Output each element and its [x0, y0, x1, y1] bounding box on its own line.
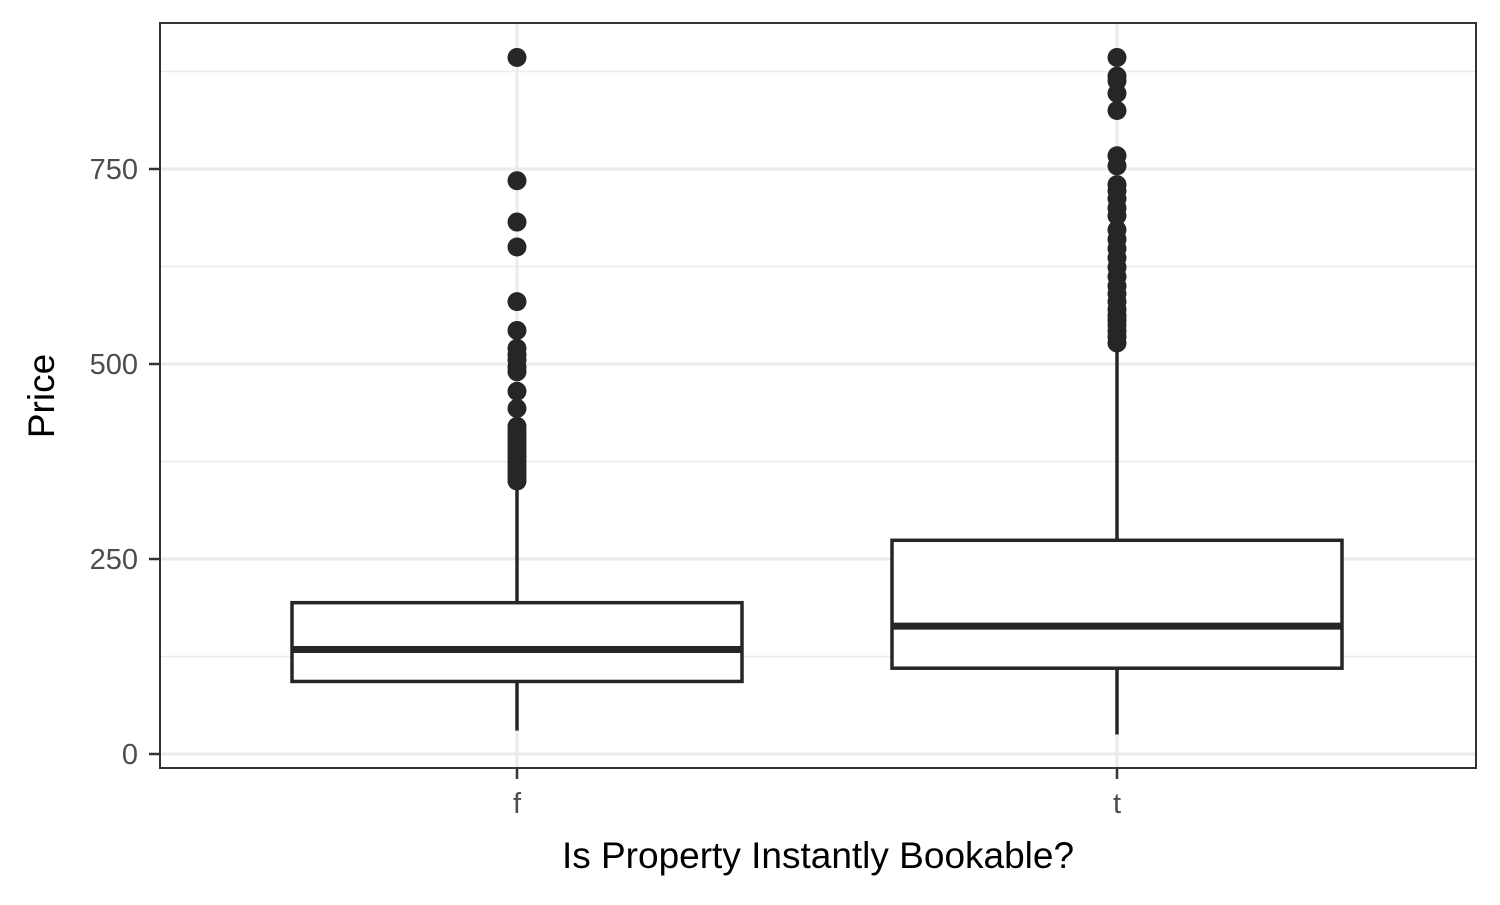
x-tick-label: t: [1113, 788, 1121, 820]
outlier-point: [1107, 101, 1127, 120]
outlier-point: [507, 47, 527, 67]
x-axis-title: Is Property Instantly Bookable?: [562, 835, 1074, 876]
panel-border: [159, 22, 1477, 769]
y-axis-title: Price: [21, 354, 62, 438]
outlier-point: [507, 212, 527, 232]
x-tick-label: f: [513, 788, 522, 820]
y-tick-label: 250: [90, 544, 138, 576]
box-layer: [290, 47, 1344, 735]
iqr-box: [890, 538, 1344, 670]
outlier-point: [507, 381, 527, 401]
outlier-point: [1107, 175, 1127, 195]
outlier-point: [507, 171, 527, 191]
outlier-point: [507, 320, 527, 340]
outlier-point: [1107, 66, 1127, 86]
outlier-point: [507, 416, 527, 436]
outlier-point: [1107, 47, 1127, 67]
y-tick-label: 500: [90, 349, 138, 381]
outlier-point: [507, 398, 527, 418]
axis-layer: 0 250 500 750 f t: [90, 154, 1121, 820]
box-group-t: [890, 47, 1344, 735]
outlier-point: [1107, 146, 1127, 166]
y-tick-label: 0: [122, 739, 138, 771]
outlier-point: [507, 237, 527, 257]
box-group-f: [290, 47, 744, 731]
iqr-box: [290, 600, 744, 684]
outlier-point: [507, 292, 527, 312]
outlier-point: [1107, 220, 1127, 240]
outlier-point: [507, 338, 527, 358]
y-tick-label: 750: [90, 154, 138, 186]
